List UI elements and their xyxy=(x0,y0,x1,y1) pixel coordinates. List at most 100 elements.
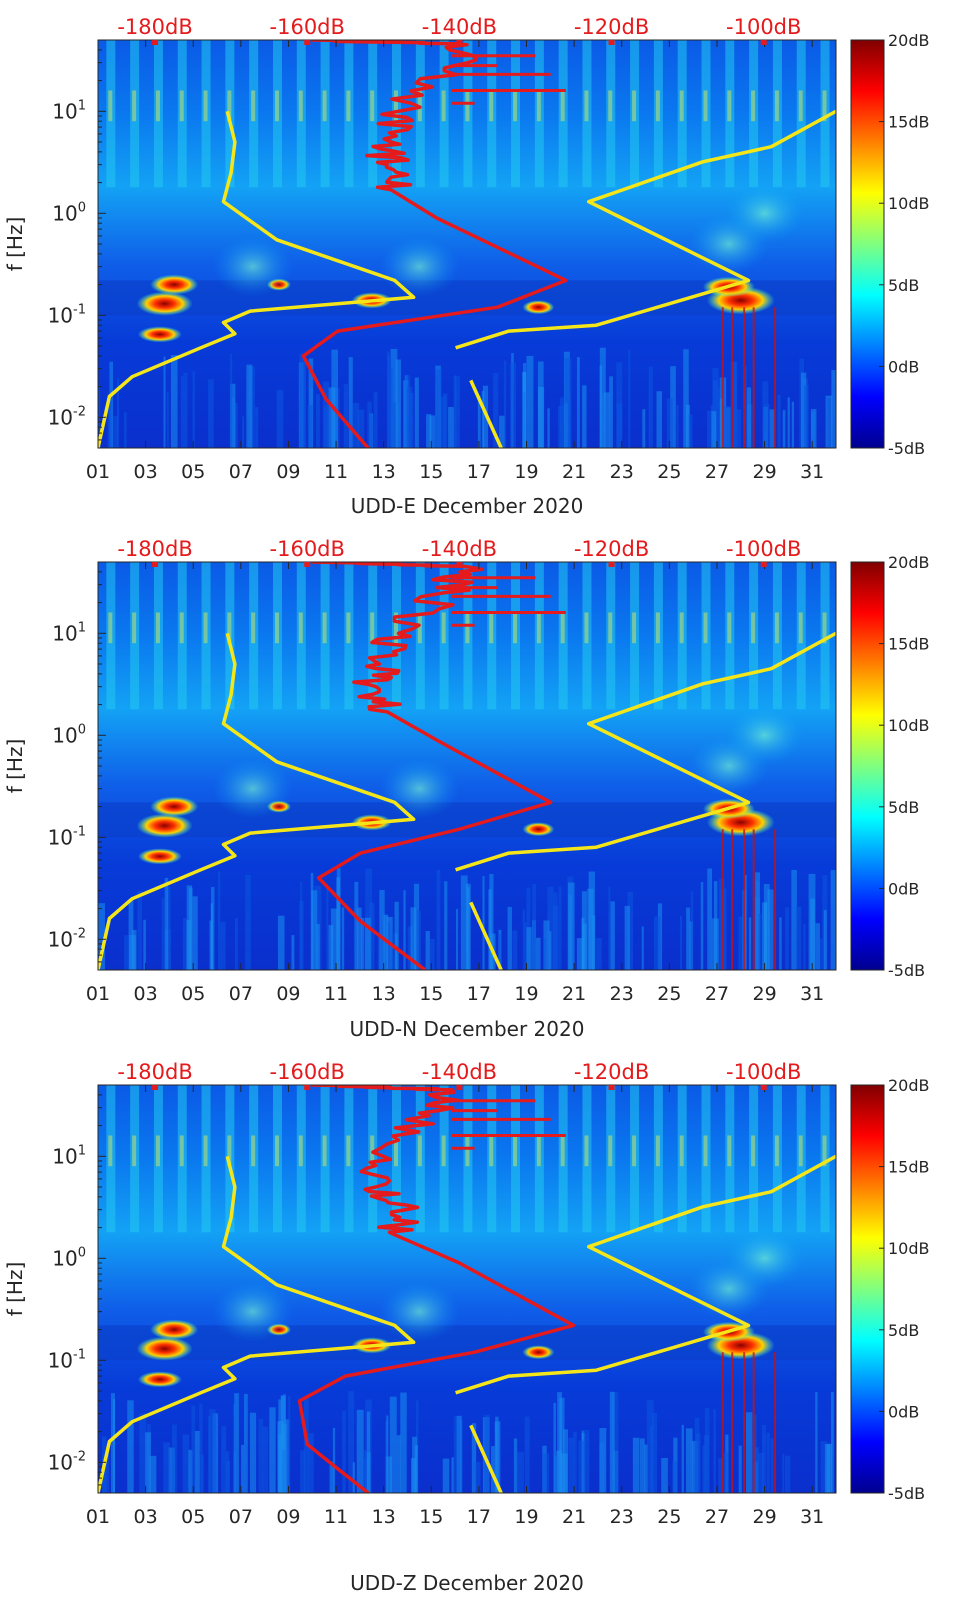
diurnal-stripe-core xyxy=(370,612,375,644)
noise-streak xyxy=(112,1398,116,1493)
diurnal-stripe xyxy=(820,40,830,188)
noise-streak xyxy=(535,937,541,970)
noise-streak xyxy=(406,386,413,448)
db-tick-mark xyxy=(456,40,463,45)
x-tick-label: 31 xyxy=(800,461,824,483)
noise-streak xyxy=(688,414,693,448)
noise-model-curves xyxy=(98,631,836,970)
noise-streak xyxy=(815,1392,818,1493)
noise-streak xyxy=(249,1412,257,1493)
diurnal-stripe-core xyxy=(608,90,613,122)
swell-glow xyxy=(724,1228,805,1289)
noise-streak xyxy=(512,930,518,970)
noise-streak xyxy=(823,910,827,970)
noise-streak xyxy=(611,1392,619,1493)
diurnal-stripe xyxy=(558,40,568,188)
noise-streak xyxy=(537,386,545,448)
noise-streak xyxy=(414,377,419,448)
x-tick-label: 03 xyxy=(134,461,158,483)
diurnal-stripe xyxy=(820,1085,830,1233)
diurnal-stripe-core xyxy=(560,1135,565,1167)
noise-streak xyxy=(824,1444,831,1493)
noise-streak xyxy=(354,881,359,970)
diurnal-stripe-core xyxy=(417,1135,422,1167)
noise-streak xyxy=(241,1444,245,1493)
noise-streak xyxy=(283,1394,286,1493)
diurnal-stripe-core xyxy=(536,90,541,122)
diurnal-stripe-core xyxy=(441,612,446,644)
noise-streak xyxy=(453,376,460,448)
diurnal-stripe-core xyxy=(489,90,494,122)
diurnal-stripe xyxy=(201,562,211,710)
event-line xyxy=(752,307,755,448)
diurnal-stripe xyxy=(677,40,687,188)
noise-streak xyxy=(767,889,774,970)
diurnal-stripe-core xyxy=(679,612,684,644)
diurnal-stripe-core xyxy=(203,612,208,644)
noise-streak xyxy=(777,394,781,448)
diurnal-stripe xyxy=(749,40,759,188)
diurnal-stripe-core xyxy=(108,90,113,122)
noise-streak xyxy=(241,416,245,448)
x-tick-label: 25 xyxy=(657,461,681,483)
x-tick-label: 27 xyxy=(705,461,729,483)
panel-udd-z: 01 03 05 07 09 11 13 15 17 19 21 23 25 27 29 31 10-210-… xyxy=(3,1060,930,1595)
noise-streak xyxy=(220,921,226,970)
diurnal-stripe-core xyxy=(370,90,375,122)
y-tick-label: 101 xyxy=(52,98,86,123)
noise-streak xyxy=(311,890,318,970)
noise-streak xyxy=(217,871,221,970)
noise-streak xyxy=(166,392,169,448)
noise-streak xyxy=(113,416,119,448)
noise-streak xyxy=(543,937,546,970)
noise-streak xyxy=(599,347,606,448)
noise-streak xyxy=(456,909,459,970)
noise-streak xyxy=(513,1438,518,1493)
x-tick-label: 01 xyxy=(86,1506,110,1528)
noise-streak xyxy=(276,389,284,448)
y-tick-label: 100 xyxy=(52,1245,86,1270)
noise-streak xyxy=(471,1423,477,1493)
spectrum-curve xyxy=(301,40,568,448)
y-axis-label: f [Hz] xyxy=(3,739,27,794)
noise-streak xyxy=(744,874,747,970)
noise-streak xyxy=(277,915,285,970)
x-tick-label: 27 xyxy=(705,1506,729,1528)
noise-streak xyxy=(98,385,101,448)
noise-streak xyxy=(285,1419,290,1493)
diurnal-stripe xyxy=(392,562,402,710)
noise-streak xyxy=(810,898,815,970)
noise-streak xyxy=(827,398,831,448)
diurnal-stripe-core xyxy=(274,1135,279,1167)
noise-streak xyxy=(410,907,417,970)
noise-streak xyxy=(188,1449,193,1493)
diurnal-stripe xyxy=(487,562,497,710)
y-tick-labels: 10-2 10-1 100 101 xyxy=(48,561,106,971)
noise-streak xyxy=(139,1413,147,1493)
diurnal-stripe-core xyxy=(632,1135,637,1167)
noise-streak xyxy=(559,1397,565,1493)
diurnal-stripe xyxy=(463,1085,473,1233)
noise-streak xyxy=(576,938,584,970)
diurnal-stripe-core xyxy=(751,612,756,644)
x-tick-label: 29 xyxy=(752,461,776,483)
noise-model-curves xyxy=(98,109,836,448)
noise-streak xyxy=(395,359,402,448)
x-tick-label: 13 xyxy=(372,983,396,1005)
noise-streak xyxy=(391,933,396,970)
noise-streak xyxy=(191,1405,196,1493)
diurnal-stripe xyxy=(772,1085,782,1233)
noise-streak xyxy=(526,355,534,448)
noise-streak xyxy=(835,1393,836,1493)
db-tick-label: -100dB xyxy=(726,537,801,561)
db-tick-label: -140dB xyxy=(422,15,497,39)
noise-streak xyxy=(595,938,602,970)
diurnal-stripe-core xyxy=(322,612,327,644)
noise-streak xyxy=(98,903,105,970)
diurnal-stripe-core xyxy=(608,1135,613,1167)
diurnal-stripe-core xyxy=(513,1135,518,1167)
storm-energy xyxy=(150,796,199,817)
diurnal-stripe xyxy=(249,562,259,710)
noise-streak xyxy=(348,1391,355,1493)
noise-streak xyxy=(288,1395,291,1493)
